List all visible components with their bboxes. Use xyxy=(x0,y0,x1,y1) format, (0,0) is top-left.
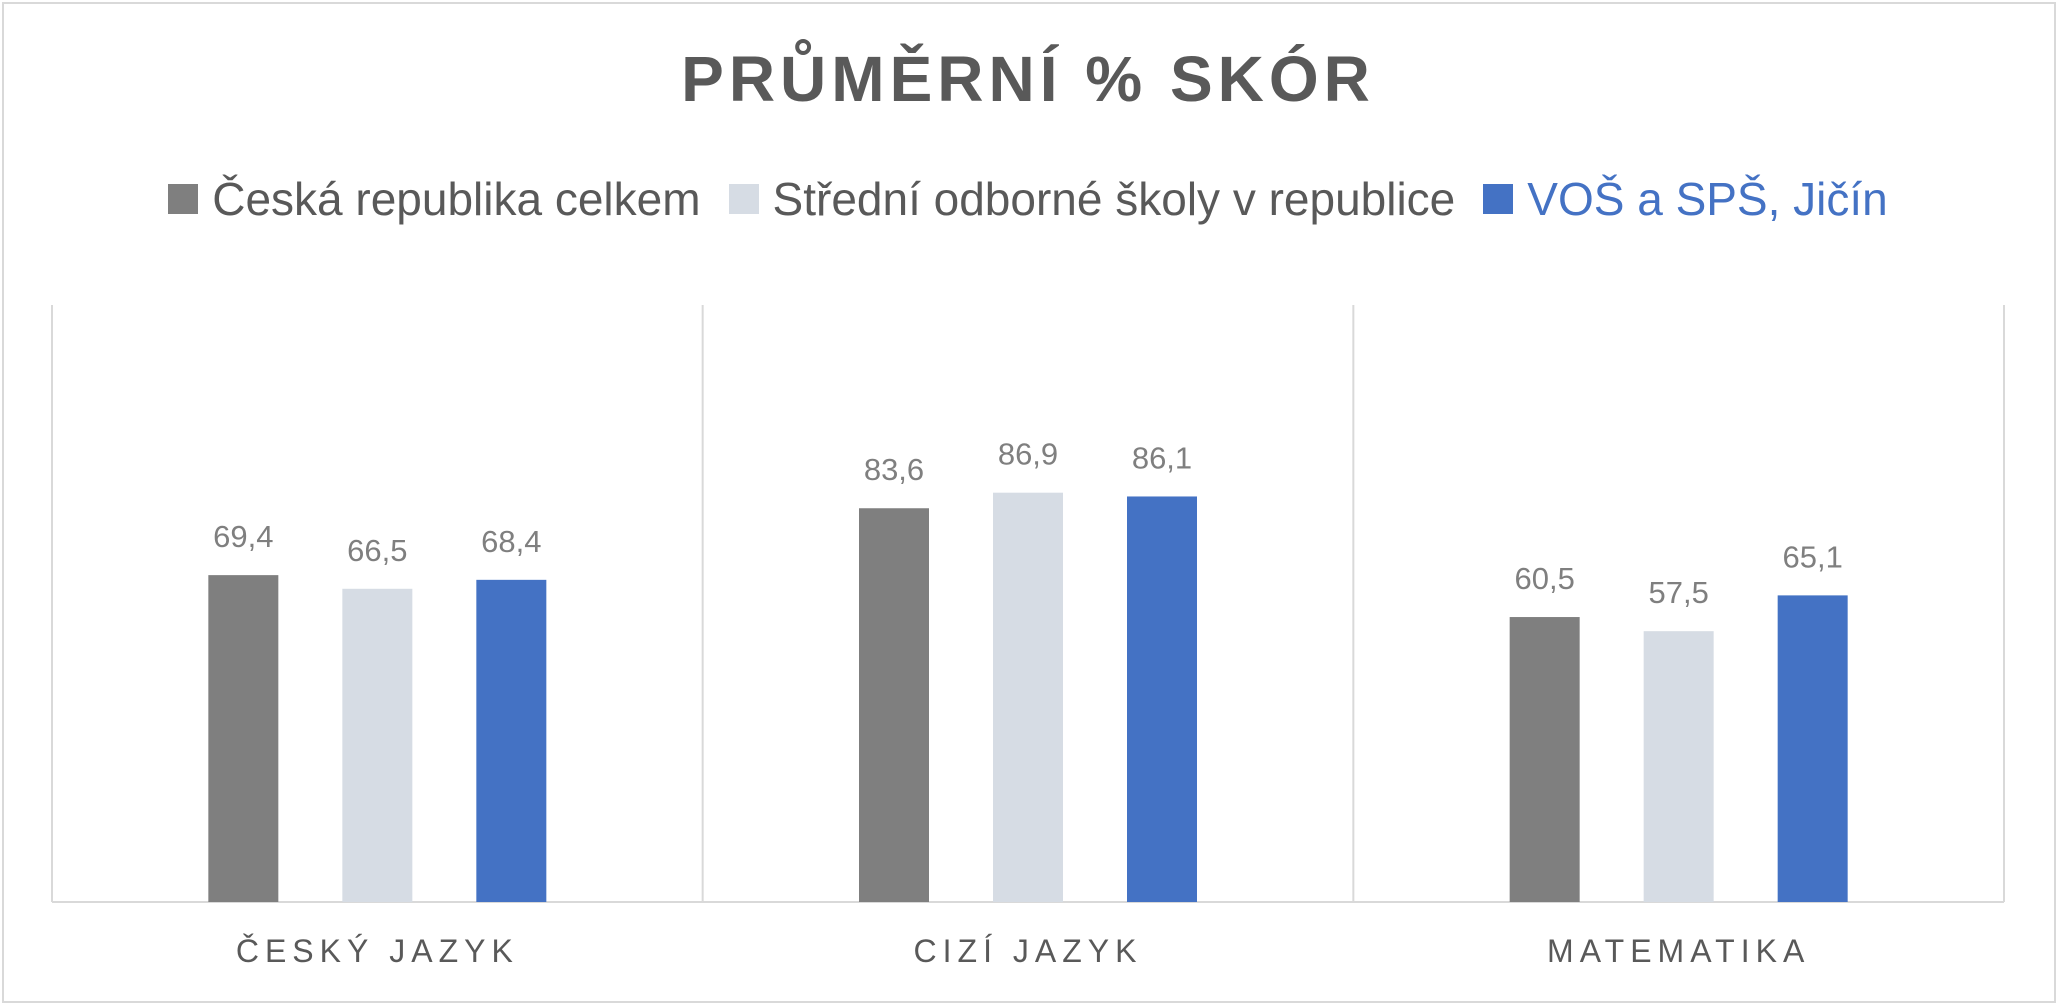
data-label: 86,1 xyxy=(1132,440,1192,475)
bar-1-2 xyxy=(859,508,929,902)
legend-item-sos: Střední odborné školy v republice xyxy=(728,172,1456,226)
data-label: 86,9 xyxy=(998,437,1058,472)
bar-1-3 xyxy=(1509,617,1580,902)
category-label: ČESKÝ JAZYK xyxy=(236,933,519,969)
legend-item-vos: VOŠ a SPŠ, Jičín xyxy=(1483,172,1888,226)
bar-2-3 xyxy=(1643,631,1714,902)
category-label: MATEMATIKA xyxy=(1547,933,1810,969)
data-label: 66,5 xyxy=(347,533,407,568)
legend-item-cr: Česká republika celkem xyxy=(168,172,701,226)
chart-title: PRŮMĚRNÍ % SKÓR xyxy=(681,43,1375,115)
legend-swatch-cr xyxy=(168,184,199,214)
data-label: 83,6 xyxy=(864,452,924,487)
bar-2-1 xyxy=(342,588,413,902)
chart-legend: Česká republika celkem Střední odborné š… xyxy=(0,172,2056,226)
category-label: CIZÍ JAZYK xyxy=(914,933,1143,969)
legend-swatch-vos xyxy=(1483,184,1514,214)
bar-3-3 xyxy=(1777,595,1848,902)
legend-label-vos: VOŠ a SPŠ, Jičín xyxy=(1527,173,1888,225)
bar-3-2 xyxy=(1127,496,1197,902)
legend-label-sos: Střední odborné školy v republice xyxy=(772,173,1456,225)
data-label: 65,1 xyxy=(1782,539,1842,574)
data-label: 69,4 xyxy=(213,519,273,554)
legend-swatch-sos xyxy=(728,184,759,214)
legend-label-cr: Česká republika celkem xyxy=(212,173,701,225)
bar-2-2 xyxy=(993,492,1063,902)
data-label: 57,5 xyxy=(1648,575,1708,610)
bar-1-1 xyxy=(208,575,279,902)
bar-3-1 xyxy=(476,579,547,902)
data-label: 60,5 xyxy=(1514,561,1574,596)
data-label: 68,4 xyxy=(481,524,541,559)
